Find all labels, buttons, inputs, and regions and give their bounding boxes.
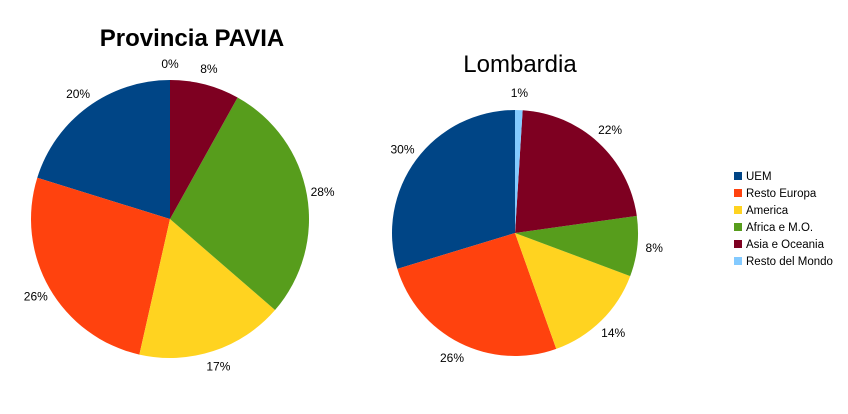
slice-label-pavia-2: 17% <box>206 359 230 373</box>
legend-label-5: Resto del Mondo <box>746 256 833 268</box>
chart-title-lombardia: Lombardia <box>463 51 577 78</box>
slice-lombardia-3 <box>515 215 639 277</box>
slice-label-pavia-0: 20% <box>66 87 90 101</box>
pie-pavia: 20% 26% 17% 28% 8% 0% <box>24 57 335 373</box>
pie-lombardia: 30% 26% 14% 8% 22% 1% <box>390 86 663 365</box>
slice-lombardia-2 <box>515 233 631 349</box>
slice-lombardia-1 <box>397 233 557 357</box>
slice-label-pavia-1: 26% <box>24 290 48 304</box>
legend-swatch-0 <box>734 172 742 180</box>
slice-pavia-4 <box>170 80 238 219</box>
legend-swatch-5 <box>734 257 742 265</box>
legend-label-2: America <box>746 205 789 217</box>
legend: UEM Resto Europa America Africa e M.O. Asia … <box>734 171 833 268</box>
slice-lombardia-5 <box>515 110 523 233</box>
legend-label-1: Resto Europa <box>746 188 817 200</box>
slice-pavia-2 <box>139 219 276 358</box>
slice-pavia-0 <box>37 80 170 219</box>
legend-label-0: UEM <box>746 171 772 183</box>
legend-swatch-4 <box>734 240 742 248</box>
legend-label-3: Africa e M.O. <box>746 222 813 234</box>
slice-label-pavia-5: 0% <box>161 57 179 71</box>
chart-title-pavia: Provincia PAVIA <box>100 25 285 52</box>
legend-swatch-2 <box>734 206 742 214</box>
slice-label-lombardia-3: 8% <box>646 241 664 255</box>
slice-lombardia-0 <box>391 110 515 269</box>
legend-swatch-3 <box>734 223 742 231</box>
slice-label-pavia-3: 28% <box>311 185 335 199</box>
slice-label-pavia-4: 8% <box>200 62 218 76</box>
slice-label-lombardia-4: 22% <box>598 123 622 137</box>
slice-label-lombardia-1: 26% <box>440 351 464 365</box>
slice-label-lombardia-5: 1% <box>511 86 529 100</box>
legend-swatch-1 <box>734 189 742 197</box>
slice-lombardia-4 <box>515 110 637 233</box>
slice-label-lombardia-0: 30% <box>390 143 414 157</box>
slice-label-lombardia-2: 14% <box>601 326 625 340</box>
slice-pavia-1 <box>31 177 170 355</box>
slice-pavia-3 <box>170 97 310 311</box>
legend-label-4: Asia e Oceania <box>746 239 825 251</box>
